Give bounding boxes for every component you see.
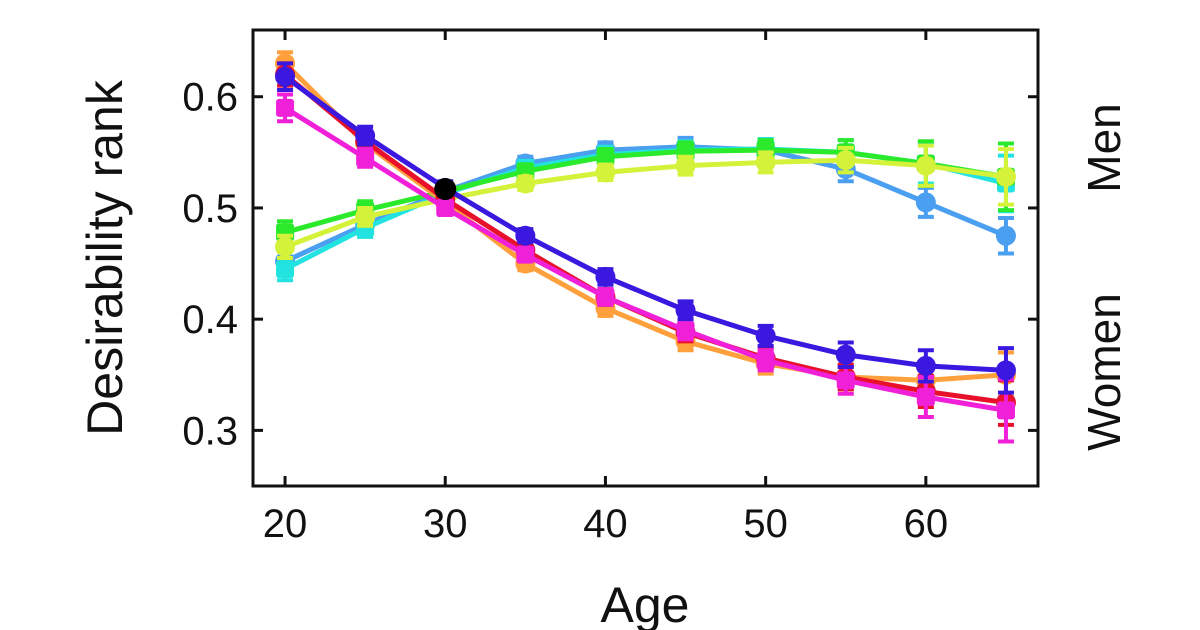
series-line [282,74,1009,373]
data-point [755,325,776,346]
data-point [836,371,855,390]
x-tick-label: 30 [423,502,468,546]
series-women-magenta [276,92,1015,444]
series-line [282,71,1009,406]
data-point [915,155,936,176]
men-group-label: Men [1078,103,1130,192]
data-point [676,321,695,340]
data-point [355,206,376,227]
plot-marks [275,50,1016,444]
y-tick-label: 0.5 [182,187,238,231]
x-tick-label: 20 [263,502,308,546]
x-tick-label: 50 [743,502,788,546]
data-point [596,287,615,306]
data-point [596,147,615,166]
y-tick-label: 0.4 [182,298,238,342]
data-point [515,225,536,246]
y-tick-label: 0.6 [182,76,238,120]
data-point [995,166,1016,187]
series-line [282,147,1009,235]
data-point [276,260,295,279]
data-point [995,225,1016,246]
data-point [516,245,535,264]
data-point [835,150,856,171]
series-women-orange [275,50,1016,400]
data-point [515,173,536,194]
data-point [755,152,776,173]
data-point [436,198,455,217]
data-point [915,355,936,376]
data-point [675,300,696,321]
series-line [282,157,1009,250]
series-women-indigo [275,61,1016,395]
y-axis-title: Desirability rank [77,79,133,436]
x-axis-title: Age [601,577,690,630]
data-point [675,155,696,176]
data-point [356,148,375,167]
series-line [282,60,1009,383]
data-point [355,125,376,146]
data-point [595,266,616,287]
crossing-point-marker [434,178,457,201]
data-point [275,66,296,87]
data-point [756,351,775,370]
series-line [282,105,1009,413]
x-tick-label: 60 [904,502,949,546]
series-women-red [275,61,1016,427]
plot-frame [251,28,1040,488]
data-point [835,344,856,365]
y-tick-label: 0.3 [182,409,238,453]
data-point [996,401,1015,420]
data-point [995,360,1016,381]
women-group-label: Women [1078,293,1130,451]
x-tick-label: 40 [583,502,628,546]
data-point [915,192,936,213]
data-point [276,98,295,117]
series-men-yellow [275,143,1016,260]
data-point [275,236,296,257]
data-point [595,162,616,183]
data-point [916,388,935,407]
axis-ticks: 20 30 40 50 60 0.3 0.4 0.5 0.6 [182,30,1038,546]
